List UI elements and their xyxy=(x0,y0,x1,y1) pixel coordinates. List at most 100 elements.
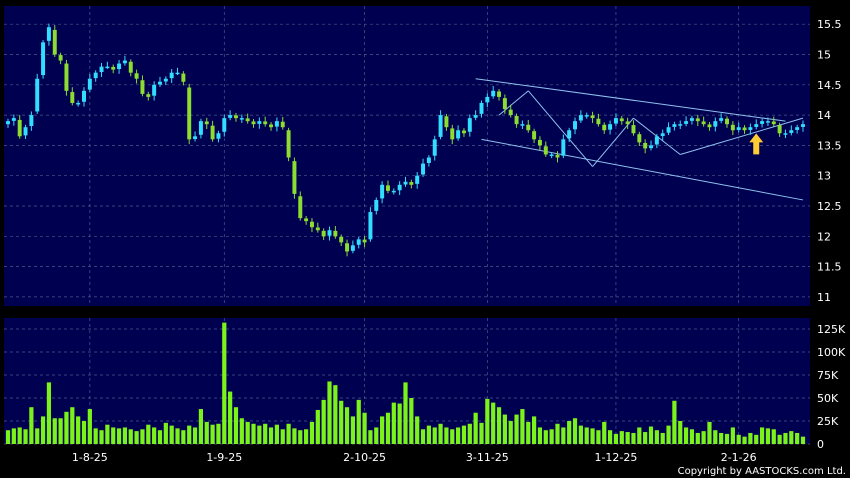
candle-body xyxy=(11,118,16,121)
candle-body xyxy=(432,139,437,156)
volume-bar xyxy=(380,416,385,444)
volume-tick-label: 50K xyxy=(817,392,839,405)
price-tick-label: 14.5 xyxy=(817,79,842,92)
candle-body xyxy=(228,115,233,118)
candle-body xyxy=(339,236,344,243)
volume-bar xyxy=(70,407,75,444)
volume-bar xyxy=(344,407,350,444)
candle-body xyxy=(649,145,654,149)
volume-bar xyxy=(23,429,28,444)
volume-bar xyxy=(754,434,759,444)
candle-body xyxy=(70,92,75,103)
candle-body xyxy=(473,115,478,118)
volume-bar xyxy=(11,428,16,444)
candle-body xyxy=(122,60,127,64)
volume-bar xyxy=(222,322,227,444)
volume-bar xyxy=(467,423,472,444)
volume-bar xyxy=(374,427,379,444)
candle-body xyxy=(625,121,630,125)
price-tick-label: 13.5 xyxy=(817,139,842,152)
candle-body xyxy=(801,124,805,127)
volume-bar xyxy=(391,402,396,444)
candle-body xyxy=(292,161,297,194)
volume-bar xyxy=(561,427,566,444)
volume-bar xyxy=(508,421,513,444)
candle-body xyxy=(461,130,466,134)
volume-bar xyxy=(204,421,209,444)
candle-body xyxy=(140,80,145,94)
volume-bar xyxy=(111,427,116,444)
trend-swing-line xyxy=(498,90,529,116)
volume-bar xyxy=(17,427,22,444)
volume-bar xyxy=(672,400,677,444)
candle-body xyxy=(304,218,309,222)
candle-body xyxy=(321,230,326,237)
volume-bar xyxy=(163,422,168,444)
candle-body xyxy=(584,115,589,117)
trend-swing-line xyxy=(592,117,634,167)
candle-body xyxy=(157,81,162,85)
candle-body xyxy=(64,63,69,91)
volume-bar xyxy=(274,424,280,444)
volume-bar xyxy=(730,427,735,444)
candle-body xyxy=(175,72,180,75)
volume-bar xyxy=(531,416,537,444)
candle-body xyxy=(222,118,227,132)
volume-bars xyxy=(5,322,806,444)
volume-bar xyxy=(245,421,250,444)
volume-bar xyxy=(333,385,338,444)
volume-bar xyxy=(29,407,34,444)
candle-body xyxy=(742,127,747,131)
volume-bar xyxy=(152,427,157,444)
trend-channel xyxy=(475,78,804,201)
candle-body xyxy=(789,130,794,133)
volume-bar xyxy=(719,432,724,444)
copyright-text: Copyright by AASTOCKS.com Ltd. xyxy=(678,466,846,477)
volume-bar xyxy=(461,425,467,444)
candle-body xyxy=(573,121,578,130)
volume-bar xyxy=(643,432,648,444)
volume-tick-label: 75K xyxy=(817,369,839,382)
volume-bar xyxy=(309,421,315,444)
volume-bar xyxy=(169,425,174,444)
trend-upper-line xyxy=(475,78,786,122)
candle-body xyxy=(76,102,81,105)
price-tick-label: 15.5 xyxy=(817,18,842,31)
date-tick-label: 2-10-25 xyxy=(343,451,386,464)
volume-bar xyxy=(81,421,87,444)
volume-panel: 125K 100K 75K 50K 25K 0 xyxy=(4,318,846,451)
volume-bar xyxy=(491,402,496,444)
volume-bar xyxy=(175,428,180,444)
candle-body xyxy=(263,121,268,125)
volume-tick-label: 125K xyxy=(817,323,846,336)
trend-swing-line xyxy=(527,90,593,167)
candle-body xyxy=(619,118,624,122)
candle-body xyxy=(350,245,355,251)
volume-bar xyxy=(496,407,502,444)
volume-bar xyxy=(514,414,519,444)
candle-body xyxy=(368,212,373,240)
volume-bar xyxy=(713,430,718,444)
candle-body xyxy=(146,94,151,97)
volume-bar xyxy=(724,433,730,444)
volume-bar xyxy=(397,403,402,444)
candle-body xyxy=(754,124,759,127)
candle-body xyxy=(298,196,303,219)
price-tick-label: 12.5 xyxy=(817,200,842,213)
candle-body xyxy=(771,121,776,125)
volume-bar xyxy=(116,428,122,444)
volume-tick-label: 100K xyxy=(817,346,846,359)
candle-body xyxy=(274,121,279,127)
volume-bar xyxy=(93,428,98,444)
volume-bar xyxy=(181,430,186,444)
volume-bar xyxy=(777,434,782,444)
volume-bar xyxy=(742,436,747,444)
candle-body xyxy=(198,121,203,135)
volume-bar xyxy=(759,427,765,444)
candle-body xyxy=(713,121,718,127)
volume-bar xyxy=(549,429,554,444)
candle-body xyxy=(105,66,110,69)
volume-bar xyxy=(228,391,233,444)
volume-bar xyxy=(683,427,689,444)
volume-bar xyxy=(765,428,771,444)
